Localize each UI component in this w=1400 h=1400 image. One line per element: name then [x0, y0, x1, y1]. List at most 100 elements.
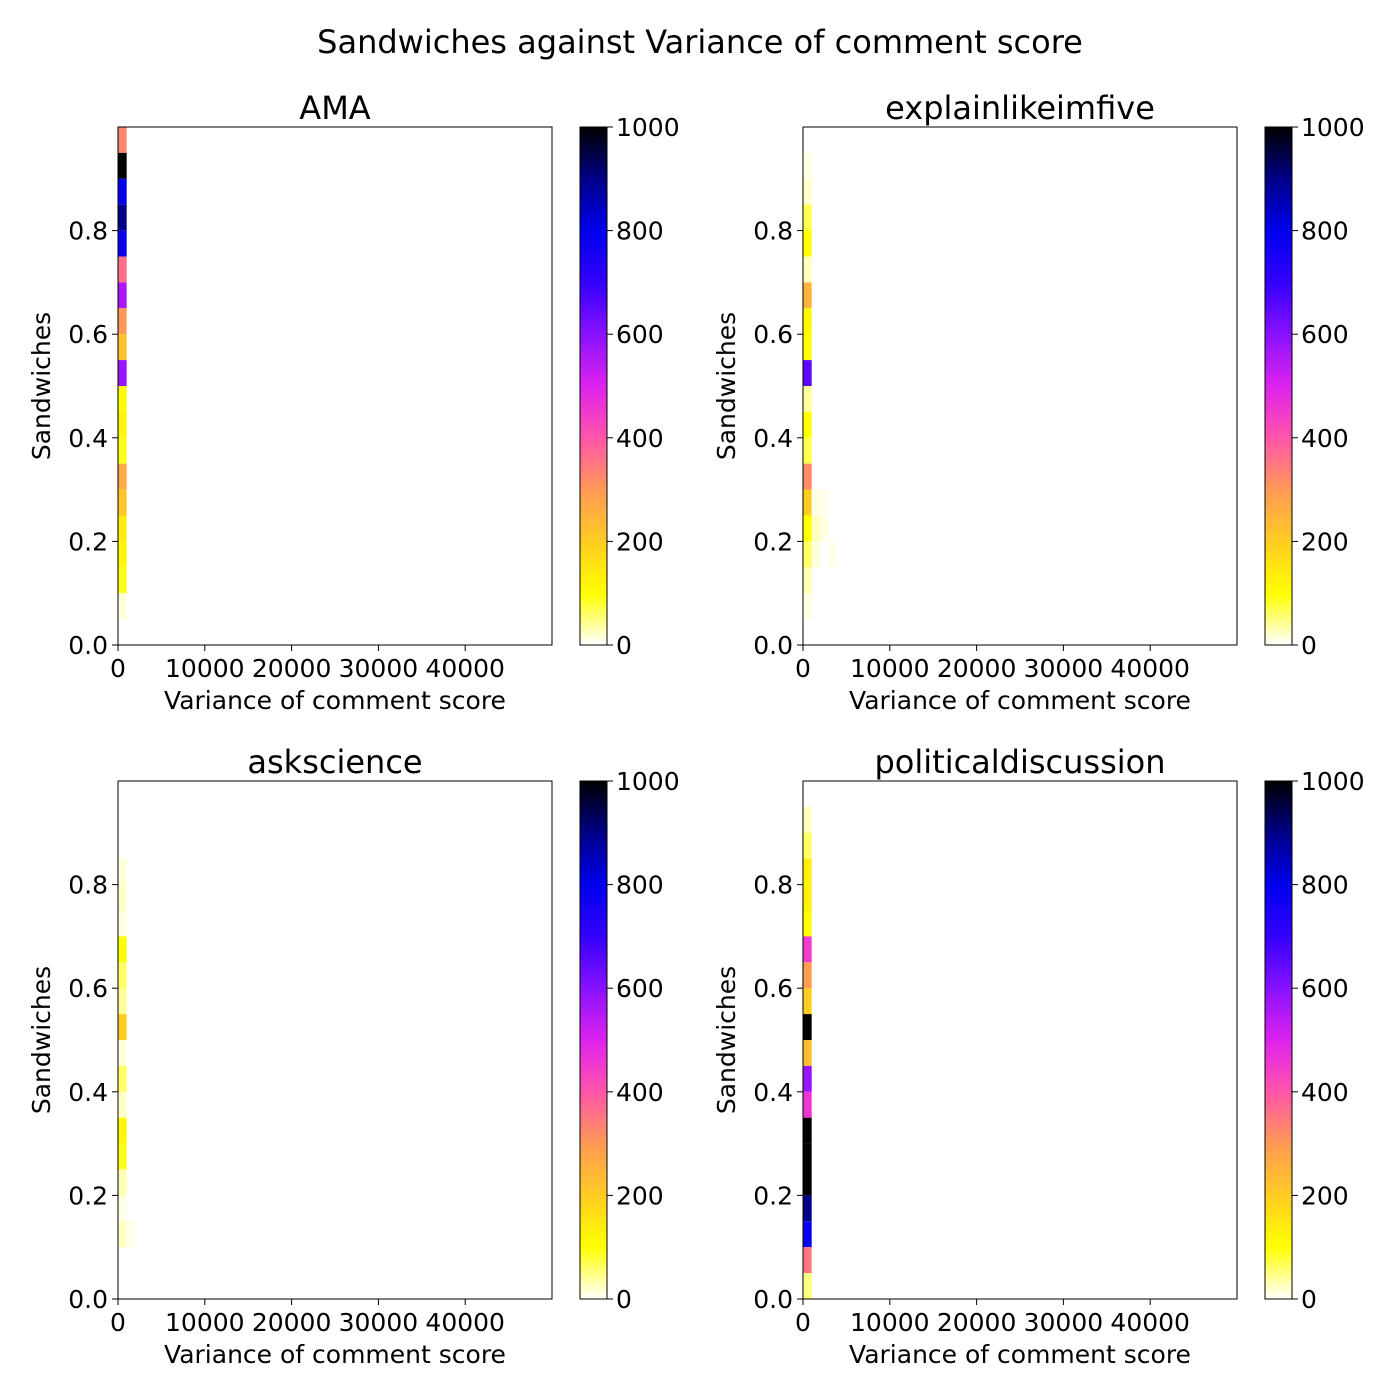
colorbar-tick-label: 0	[616, 631, 632, 660]
colorbar-tick-label: 0	[1301, 631, 1317, 660]
x-tick-label: 20000	[937, 1308, 1017, 1337]
x-tick-label: 10000	[165, 654, 245, 683]
heatmap-cell	[803, 858, 812, 885]
heatmap-cell	[118, 1065, 127, 1092]
heatmap-cell	[811, 489, 821, 516]
x-tick-label: 40000	[1110, 654, 1190, 683]
colorbar-tick-label: 800	[1301, 871, 1349, 900]
heatmap-cell	[803, 1014, 812, 1040]
colorbar: 0 200 400 600 800 1000	[1264, 113, 1365, 660]
heatmap-cell	[118, 230, 127, 257]
heatmap-cell	[803, 515, 812, 542]
x-tick-label: 10000	[165, 1308, 245, 1337]
heatmap-cell	[803, 593, 812, 620]
x-tick-label: 30000	[1024, 1308, 1104, 1337]
heatmap-cell	[803, 204, 812, 231]
colorbar-gradient	[1264, 126, 1293, 646]
colorbar-tick-label: 200	[616, 527, 664, 556]
heatmap-cell	[118, 256, 127, 283]
heatmap-cell	[118, 936, 127, 963]
y-tick-label: 0.0	[68, 1285, 108, 1314]
heatmap-cell	[811, 541, 821, 568]
colorbar-tick-label: 1000	[1301, 767, 1365, 796]
colorbar-tick-label: 0	[1301, 1285, 1317, 1314]
heatmap-cell	[118, 1040, 127, 1066]
x-tick-label: 0	[795, 654, 811, 683]
heatmap-cell	[118, 515, 127, 542]
x-axis-label: Variance of comment score	[164, 686, 506, 715]
y-tick-label: 0.6	[753, 320, 793, 349]
heatmap-cell	[803, 910, 812, 937]
x-tick-label: 20000	[252, 1308, 332, 1337]
y-tick-label: 0.0	[68, 631, 108, 660]
heatmap-cell	[803, 386, 812, 412]
heatmap-cell	[118, 988, 127, 1015]
plot-area	[118, 781, 552, 1299]
y-tick-label: 0.8	[753, 871, 793, 900]
colorbar: 0 200 400 600 800 1000	[579, 113, 680, 660]
colorbar-tick-label: 1000	[616, 113, 680, 142]
heatmap-cell	[803, 541, 812, 568]
axes-frame	[802, 126, 1238, 646]
heatmap-cell	[118, 541, 127, 568]
colorbar: 0 200 400 600 800 1000	[579, 767, 680, 1314]
colorbar-gradient	[579, 780, 608, 1300]
heatmap-cell	[118, 593, 127, 620]
y-tick-label: 0.4	[753, 1078, 793, 1107]
y-tick-label: 0.6	[753, 974, 793, 1003]
heatmap-cell	[820, 515, 830, 542]
colorbar-tick-label: 600	[616, 320, 664, 349]
heatmap-cell	[118, 567, 127, 594]
colorbar-tick-label: 800	[616, 217, 664, 246]
colorbar-tick-label: 600	[616, 974, 664, 1003]
x-tick-label: 0	[110, 654, 126, 683]
heatmap-cell	[118, 489, 127, 516]
x-axis-label: Variance of comment score	[849, 1340, 1191, 1369]
x-tick-label: 30000	[1024, 654, 1104, 683]
heatmap-cell	[118, 308, 127, 335]
heatmap-cell	[803, 1221, 812, 1248]
y-tick-label: 0.4	[753, 424, 793, 453]
heatmap-cell	[829, 541, 838, 568]
heatmap-cell	[811, 515, 821, 542]
y-tick-label: 0.0	[753, 631, 793, 660]
heatmap-cell	[118, 1143, 127, 1170]
heatmap-cell	[803, 463, 812, 490]
x-tick-label: 10000	[850, 654, 930, 683]
heatmap-cell	[118, 411, 127, 438]
colorbar-tick-label: 400	[616, 424, 664, 453]
heatmap-cell	[803, 1247, 812, 1274]
y-axis-label: Sandwiches	[712, 966, 741, 1114]
y-tick-label: 0.0	[753, 1285, 793, 1314]
heatmap-cell	[118, 884, 127, 911]
colorbar-gradient	[1264, 780, 1293, 1300]
heatmap-cell	[803, 282, 812, 309]
x-axis-label: Variance of comment score	[164, 1340, 506, 1369]
y-tick-label: 0.6	[68, 320, 108, 349]
heatmap-cell	[803, 962, 812, 989]
heatmap-cell	[118, 858, 127, 885]
colorbar: 0 200 400 600 800 1000	[1264, 767, 1365, 1314]
panel-title: politicaldiscussion	[874, 743, 1165, 781]
colorbar-tick-label: 1000	[616, 767, 680, 796]
heatmap-cell	[118, 1169, 127, 1196]
heatmap-cell	[118, 1195, 127, 1222]
heatmap-cell	[803, 884, 812, 911]
colorbar-gradient	[579, 126, 608, 646]
heatmap-cell	[803, 1169, 812, 1196]
heatmap-cell	[803, 1195, 812, 1222]
heatmap-cell	[118, 463, 127, 490]
heatmap-cell	[118, 360, 127, 386]
colorbar-tick-label: 600	[1301, 974, 1349, 1003]
colorbar-tick-label: 800	[1301, 217, 1349, 246]
figure-suptitle: Sandwiches against Variance of comment s…	[317, 23, 1083, 61]
plot-area	[118, 127, 552, 645]
heatmap-cell	[118, 1221, 127, 1248]
heatmap-cell	[803, 334, 812, 361]
panel-title: askscience	[247, 743, 422, 781]
x-axis-label: Variance of comment score	[849, 686, 1191, 715]
